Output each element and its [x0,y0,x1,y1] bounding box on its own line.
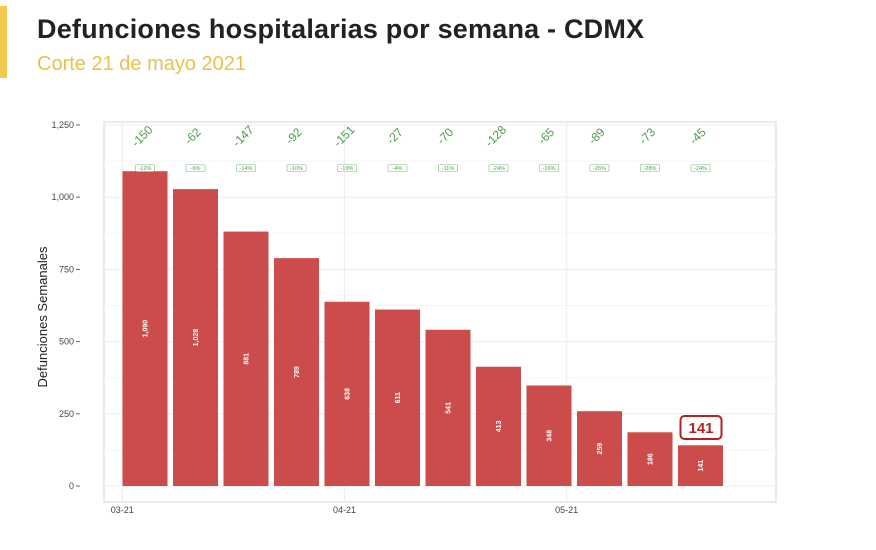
y-tick-label: 1,250 [51,120,74,130]
change-pct-label: -24% [694,166,707,172]
change-pct-box [690,164,711,172]
x-tick-label: 05-21 [555,505,578,515]
change-pct-box [286,164,307,172]
bar [425,329,471,486]
bar-value-label: 1,090 [143,320,150,338]
page-subtitle: Corte 21 de mayo 2021 [37,53,247,75]
y-tick-label: 250 [59,409,74,419]
bar-value-label: 638 [345,388,352,400]
bar-value-label: 141 [698,460,705,472]
bar [223,231,269,486]
bar [476,366,521,486]
bar-value-label: 348 [547,430,554,442]
change-pct-label: -11% [442,166,455,172]
change-pct-label: -14% [240,166,253,172]
change-pct-label: -24% [492,166,505,172]
bar [324,301,370,486]
change-pct-label: -28% [644,166,657,172]
change-pct-box [387,164,408,172]
bar-value-label: 1,028 [193,329,200,347]
change-pct-box [236,164,256,172]
change-pct-box [337,164,357,172]
highlight-value-label: 141 [688,420,713,437]
change-pct-box [185,164,206,172]
y-tick-label: 750 [59,264,74,274]
bar [526,385,572,486]
y-tick-label: 500 [59,337,74,347]
bar-value-label: 789 [294,366,301,378]
y-tick-label: 0 [69,481,74,491]
change-pct-label: -19% [341,166,354,172]
bar [577,411,622,486]
y-tick-label: 1,000 [51,192,74,202]
bar [627,432,673,486]
bar-value-label: 413 [496,420,503,432]
change-pct-label: -10% [290,166,303,172]
change-pct-box [438,164,458,172]
bar [678,445,723,486]
page-title: Defunciones hospitalarias por semana - C… [37,14,645,44]
x-tick-label: 03-21 [111,505,134,515]
change-pct-label: -6% [191,166,201,172]
bar-value-label: 541 [446,402,453,414]
bar-value-label: 259 [597,443,604,455]
highlight-box [679,415,723,440]
change-pct-label: -26% [593,166,606,172]
bar [375,309,420,486]
x-tick-label: 04-21 [333,505,356,515]
bar [122,171,168,486]
y-axis-title: Defunciones Semanales [35,246,50,387]
bar [274,258,319,486]
bar-value-label: 186 [648,453,655,465]
change-pct-box [589,164,610,172]
change-pct-box [135,164,155,172]
change-pct-label: -16% [543,166,556,172]
bar-value-label: 611 [395,392,402,403]
bar [173,189,218,487]
change-pct-label: -12% [139,166,152,172]
title-accent-bar [0,6,7,78]
change-pct-box [488,164,509,172]
change-pct-box [539,164,559,172]
change-pct-box [640,164,660,172]
change-pct-label: -4% [393,166,403,172]
bar-value-label: 881 [244,353,251,365]
